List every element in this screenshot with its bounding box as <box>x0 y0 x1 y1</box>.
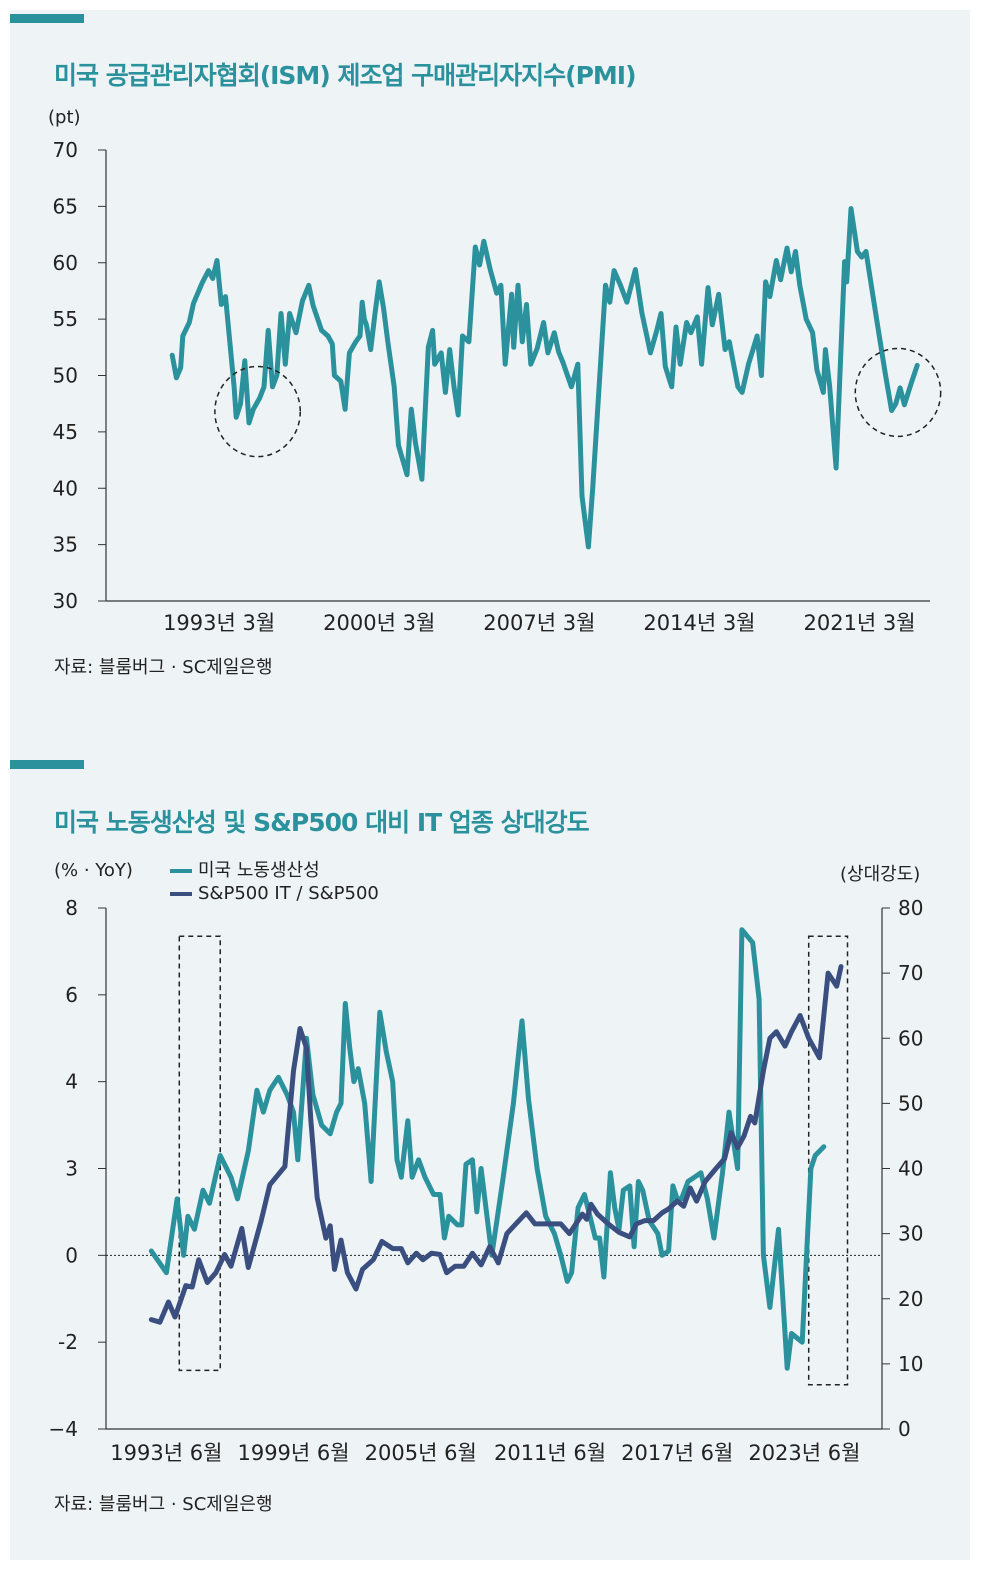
chart2-left-tick-label: 3 <box>65 1157 78 1181</box>
chart1-y-tick-label: 70 <box>53 138 78 162</box>
legend-swatch-navy <box>170 892 192 896</box>
chart2-x-tick-label: 1999년 6월 <box>237 1441 349 1465</box>
chart2-x-tick-label: 1993년 6월 <box>110 1441 222 1465</box>
chart1-y-tick-label: 50 <box>53 364 78 388</box>
chart2-right-tick-label: 10 <box>898 1352 923 1376</box>
chart2-right-tick-label: 0 <box>898 1417 911 1441</box>
chart2-title: 미국 노동생산성 및 S&P500 대비 IT 업종 상대강도 <box>54 808 590 837</box>
chart1-y-tick-label: 60 <box>53 251 78 275</box>
chart2-right-tick-label: 80 <box>898 896 923 920</box>
chart2-highlight-box <box>807 935 849 1386</box>
chart1-x-tick-label: 2007년 3월 <box>483 611 595 635</box>
accent-bar-1 <box>10 14 84 23</box>
chart1-x-tick-label: 2014년 3월 <box>643 611 755 635</box>
chart1-unit-label: (pt) <box>48 107 81 128</box>
chart1-y-tick-label: 55 <box>53 307 78 331</box>
chart2-right-tick-label: 40 <box>898 1157 923 1181</box>
chart2-highlight-box <box>178 935 221 1372</box>
chart2-right-tick-label: 60 <box>898 1026 923 1050</box>
legend-swatch-teal <box>170 869 192 873</box>
chart1-y-tick-label: 65 <box>53 194 78 218</box>
chart1-highlight-circle <box>214 365 302 458</box>
chart2-left-tick-label: -2 <box>58 1330 78 1354</box>
chart1-y-tick-label: 35 <box>53 533 78 557</box>
chart1-x-tick-label: 2000년 3월 <box>323 611 435 635</box>
chart1-x-tick-label: 2021년 3월 <box>803 611 915 635</box>
accent-bar-2 <box>10 760 84 769</box>
chart1-series-pmi-line <box>169 206 920 550</box>
chart2-series-productivity-line <box>148 927 827 1371</box>
chart2-left-tick-label: 6 <box>65 983 78 1007</box>
chart2-right-tick-label: 70 <box>898 961 923 985</box>
chart2-left-tick-label: 4 <box>65 1070 78 1094</box>
chart2-right-tick-label: 20 <box>898 1287 923 1311</box>
chart2-right-tick-label: 50 <box>898 1091 923 1115</box>
chart1-x-tick-label: 1993년 3월 <box>163 611 275 635</box>
chart1-title: 미국 공급관리자협회(ISM) 제조업 구매관리자지수(PMI) <box>54 61 637 90</box>
chart2-left-tick-label: 8 <box>65 896 78 920</box>
chart2-left-tick-label: −4 <box>49 1417 78 1441</box>
chart2-x-tick-label: 2005년 6월 <box>365 1441 477 1465</box>
chart2-left-tick-label: 0 <box>65 1243 78 1267</box>
chart2-x-tick-label: 2023년 6월 <box>748 1441 860 1465</box>
legend-item-productivity: 미국 노동생산성 <box>170 856 320 882</box>
chart2-right-unit: (상대강도) <box>840 864 921 885</box>
chart1-y-tick-label: 40 <box>53 476 78 500</box>
chart1-highlight-circle <box>854 347 942 438</box>
legend-label-it-relative: S&P500 IT / S&P500 <box>198 883 379 904</box>
chart1-y-tick-label: 30 <box>53 589 78 613</box>
chart1-y-tick-label: 45 <box>53 420 78 444</box>
chart1-source: 자료: 블룸버그 · SC제일은행 <box>54 657 273 678</box>
chart2-right-tick-label: 30 <box>898 1222 923 1246</box>
chart2-x-tick-label: 2017년 6월 <box>621 1441 733 1465</box>
legend-item-it-relative: S&P500 IT / S&P500 <box>170 883 379 904</box>
chart1-pmi-line-chart: 30 35 40 45 50 55 60 65 70 1993년 3월 2000년 3월 2007년 … <box>53 138 942 635</box>
chart2-source: 자료: 블룸버그 · SC제일은행 <box>54 1494 273 1515</box>
chart2-series-it-relative-line <box>148 964 844 1325</box>
chart2-x-tick-label: 2011년 6월 <box>494 1441 606 1465</box>
chart2-left-unit: (% · YoY) <box>54 860 133 881</box>
legend-label-productivity: 미국 노동생산성 <box>198 860 320 881</box>
